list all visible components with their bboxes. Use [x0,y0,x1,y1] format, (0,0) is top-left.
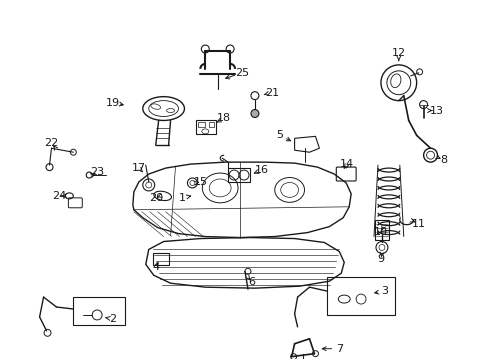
Text: 8: 8 [439,155,446,165]
Text: 20: 20 [148,193,163,203]
Text: 16: 16 [254,165,268,175]
Text: 1: 1 [179,193,185,203]
Text: 19: 19 [106,98,120,108]
Text: 24: 24 [52,191,66,201]
Text: 13: 13 [428,105,443,116]
Text: 4: 4 [152,262,159,272]
Text: 12: 12 [391,48,405,58]
Text: 9: 9 [377,255,384,264]
Text: 6: 6 [248,277,255,287]
Text: 3: 3 [381,286,387,296]
Text: 10: 10 [373,226,387,237]
Text: 21: 21 [264,88,278,98]
Text: 22: 22 [44,138,59,148]
Text: 17: 17 [131,163,145,173]
Text: 18: 18 [217,113,231,123]
Text: 11: 11 [411,219,425,229]
Text: 15: 15 [193,177,207,187]
Text: 14: 14 [340,159,353,169]
Text: 5: 5 [276,130,283,140]
Circle shape [250,109,258,117]
Text: 2: 2 [109,314,116,324]
Text: 7: 7 [335,344,342,354]
Text: 23: 23 [90,167,104,177]
Text: 25: 25 [234,68,248,78]
